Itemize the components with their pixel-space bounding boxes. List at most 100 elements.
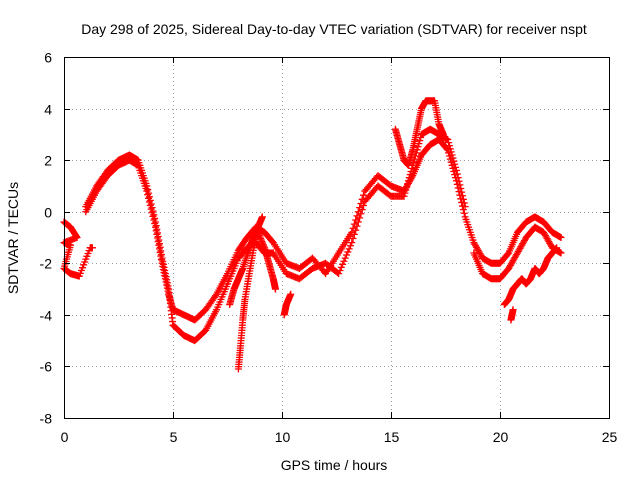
data-point [161,267,169,275]
data-point [341,254,349,262]
series-F [500,244,561,324]
data-point [444,136,452,144]
data-point [344,248,352,256]
data-point [445,139,453,147]
data-point [404,180,412,188]
data-point [164,282,172,290]
data-point [150,211,158,219]
data-point [446,145,454,153]
data-point [157,251,165,259]
data-point [257,235,265,243]
data-point [452,163,460,171]
series-D [226,213,295,373]
data-point [356,214,364,222]
data-point [352,226,360,234]
data-point [339,260,347,268]
data-point [509,306,517,314]
data-point [456,181,464,189]
data-point [343,251,351,259]
data-point [416,137,424,145]
data-point [159,257,167,265]
data-point [212,292,220,300]
y-tick-label: -4 [40,308,53,324]
data-point [360,202,368,210]
data-point [360,191,368,199]
data-point [453,170,461,178]
data-point [340,257,348,265]
data-point [460,209,468,217]
data-point [459,195,467,203]
data-point [258,213,266,221]
data-point [400,192,408,200]
data-point [354,218,362,226]
data-point [148,204,156,212]
y-axis-label: SDTVAR / TECUs [5,182,21,294]
data-point [450,157,458,165]
data-point [163,276,171,284]
data-point [455,177,463,185]
data-point [146,196,154,204]
data-point [156,243,164,251]
data-point [149,207,157,215]
data-point [161,270,169,278]
data-point [155,236,163,244]
data-point [451,160,459,168]
y-tick-label: 4 [44,102,52,118]
x-axis-label: GPS time / hours [281,457,388,473]
data-point [460,199,468,207]
data-point [145,193,153,201]
data-point [154,232,162,240]
data-point [448,151,456,159]
data-point [353,222,361,230]
x-tick-label: 25 [602,429,618,445]
data-point [349,235,357,243]
data-point [151,214,159,222]
data-point [401,189,409,197]
data-point [145,189,153,197]
data-point [163,279,171,287]
data-point [160,263,168,271]
data-point [287,290,295,298]
data-point [257,236,265,244]
data-point [405,174,413,182]
data-point [358,206,366,214]
y-tick-label: 2 [44,153,52,169]
data-point [88,244,96,252]
data-point [147,200,155,208]
data-point [445,142,453,150]
series-B [82,125,565,345]
data-point [414,143,422,151]
chart-title: Day 298 of 2025, Sidereal Day-to-day VTE… [81,21,587,37]
data-point [152,222,160,230]
data-point [461,203,469,211]
data-point [346,242,354,250]
data-point [402,186,410,194]
x-tick-label: 0 [61,429,69,445]
plot-frame [64,57,610,419]
y-tick-label: -8 [40,411,53,427]
y-tick-label: -2 [40,256,53,272]
x-tick-label: 20 [493,429,509,445]
data-point [258,238,266,246]
y-tick-label: -6 [40,359,53,375]
data-point [152,218,160,226]
data-point [154,229,162,237]
data-point [459,192,467,200]
data-point [157,247,165,255]
data-point [447,148,455,156]
data-point [337,263,345,271]
data-point [155,240,163,248]
data-point [144,186,152,194]
data-point [458,188,466,196]
data-point [158,254,166,262]
data-point [557,234,565,241]
data-point [259,239,267,247]
data-point [553,244,561,252]
data-point [449,154,457,162]
data-point [162,273,170,281]
series-E [391,97,447,169]
data-point [454,174,462,182]
data-point [350,230,358,238]
